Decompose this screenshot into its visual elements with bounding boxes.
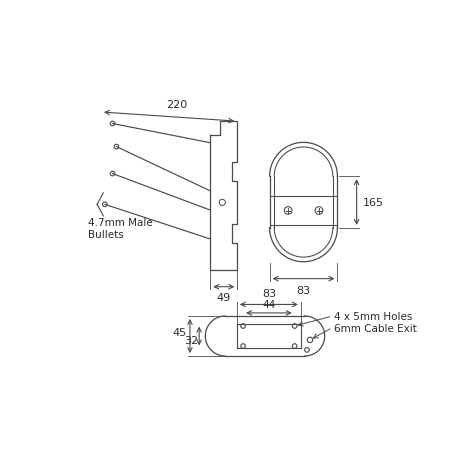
Text: 6mm Cable Exit: 6mm Cable Exit (333, 323, 416, 333)
Text: 49: 49 (216, 292, 230, 302)
Text: 44: 44 (262, 299, 275, 309)
Text: 83: 83 (261, 289, 275, 299)
Text: 32: 32 (184, 335, 198, 345)
Text: 4.7mm Male
Bullets: 4.7mm Male Bullets (88, 218, 152, 240)
Text: 45: 45 (173, 327, 186, 337)
Text: 83: 83 (296, 285, 310, 295)
Text: 4 x 5mm Holes: 4 x 5mm Holes (333, 311, 411, 321)
Text: 165: 165 (362, 198, 383, 207)
Text: 220: 220 (166, 100, 187, 110)
